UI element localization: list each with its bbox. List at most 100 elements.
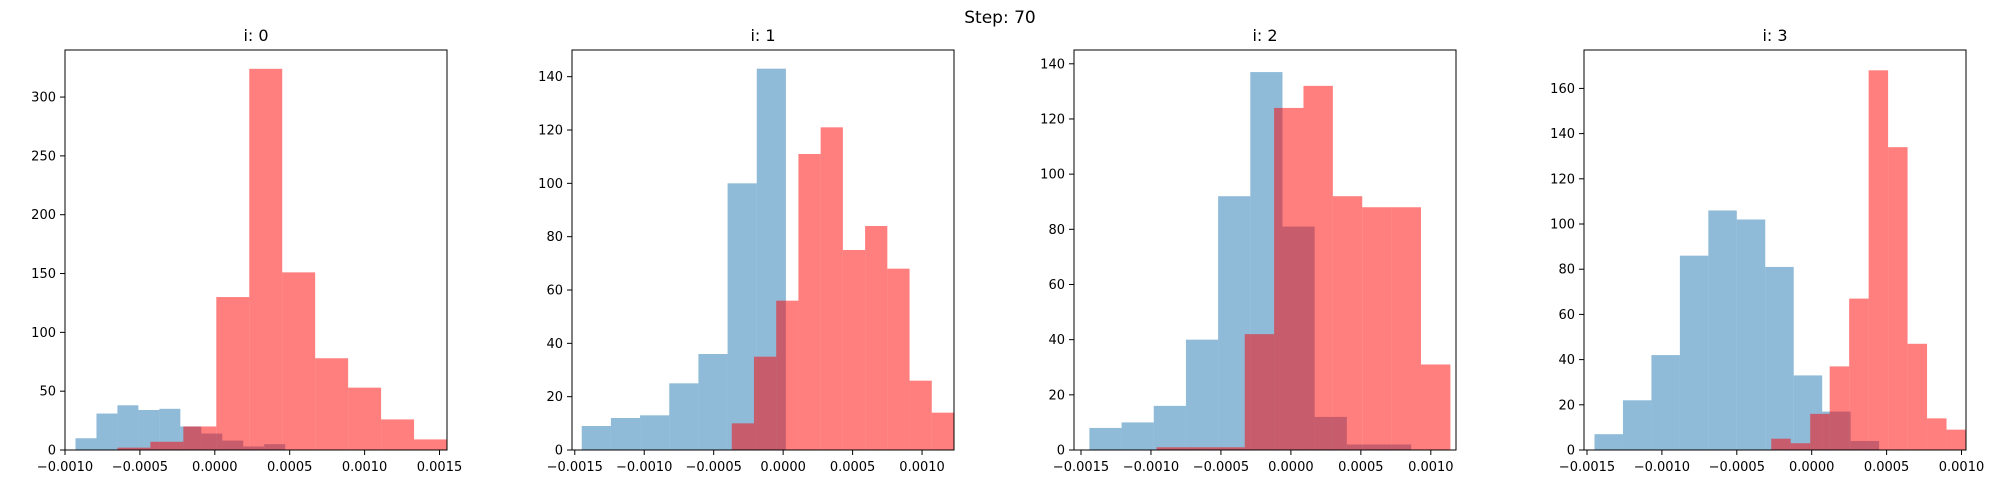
subplot-2: −0.0015 −0.0010 −0.0005 0.0000 0.0005 0.0010 0… bbox=[1040, 26, 1457, 475]
y-tick-label: 20 bbox=[1558, 398, 1575, 413]
hist-bar bbox=[117, 405, 139, 450]
series-1 bbox=[1771, 70, 1966, 450]
subplot-1: −0.0015 −0.0010 −0.0005 0.0000 0.0005 0.0010 0… bbox=[538, 26, 955, 475]
x-tick-label: 0.0010 bbox=[342, 460, 388, 475]
hist-bar bbox=[820, 127, 843, 450]
y-tick-label: 80 bbox=[546, 230, 563, 245]
y-tick-label: 20 bbox=[546, 390, 563, 405]
y-tick-label: 0 bbox=[1567, 444, 1575, 459]
y-tick-label: 140 bbox=[1040, 57, 1065, 72]
x-tick-label: 0.0000 bbox=[1789, 460, 1835, 475]
hist-bar bbox=[753, 356, 777, 450]
y-tick-label: 0 bbox=[555, 444, 563, 459]
y-tick-label: 140 bbox=[538, 70, 563, 85]
x-tick-label: −0.0010 bbox=[1123, 460, 1179, 475]
hist-bar bbox=[887, 268, 910, 450]
hist-bar bbox=[1156, 447, 1186, 450]
y-tick-label: 40 bbox=[1048, 333, 1065, 348]
hist-bar bbox=[1708, 210, 1737, 450]
y-tick-label: 120 bbox=[538, 124, 563, 139]
hist-bar bbox=[1771, 438, 1791, 450]
hist-bar bbox=[381, 419, 415, 450]
y-tick-label: 40 bbox=[1558, 353, 1575, 368]
y-tick-label: 50 bbox=[39, 385, 56, 400]
hist-bar bbox=[1594, 434, 1623, 450]
y-tick-label: 80 bbox=[1048, 223, 1065, 238]
hist-bar bbox=[1121, 422, 1154, 450]
series-1 bbox=[117, 68, 447, 450]
y-tick-label: 0 bbox=[1057, 444, 1065, 459]
hist-bar bbox=[1927, 418, 1947, 450]
y-tick-label: 120 bbox=[1550, 172, 1575, 187]
hist-bar bbox=[1946, 429, 1966, 450]
hist-bar bbox=[1907, 343, 1928, 450]
hist-bar bbox=[1765, 266, 1794, 450]
hist-bar bbox=[1215, 447, 1245, 450]
x-tick-label: 0.0000 bbox=[192, 460, 238, 475]
hist-bar bbox=[698, 354, 728, 450]
y-tick-label: 80 bbox=[1558, 263, 1575, 278]
hist-bar bbox=[315, 358, 349, 450]
y-tick-label: 100 bbox=[1550, 218, 1575, 233]
x-tick-label: −0.0015 bbox=[547, 460, 603, 475]
hist-bar bbox=[1810, 413, 1830, 450]
hist-bar bbox=[1790, 443, 1811, 450]
hist-bar bbox=[1244, 334, 1275, 450]
y-tick-label: 60 bbox=[1558, 308, 1575, 323]
y-tick-label: 60 bbox=[546, 284, 563, 299]
hist-bar bbox=[1679, 255, 1709, 450]
x-tick-label: −0.0010 bbox=[37, 460, 93, 475]
hist-bar bbox=[1362, 207, 1392, 450]
y-tick-label: 120 bbox=[1040, 112, 1065, 127]
hist-bar bbox=[138, 410, 160, 450]
series-1 bbox=[731, 127, 954, 450]
subplot-0: −0.0010 −0.0005 0.0000 0.0005 0.0010 0.0015 0 5… bbox=[31, 26, 462, 475]
x-tick-label: −0.0005 bbox=[1709, 460, 1765, 475]
hist-bar bbox=[669, 383, 699, 450]
hist-bar bbox=[1185, 339, 1219, 450]
hist-bar bbox=[183, 426, 217, 450]
hist-bar bbox=[610, 418, 641, 450]
x-tick-label: 0.0010 bbox=[1939, 460, 1985, 475]
hist-bar bbox=[640, 415, 670, 450]
y-tick-label: 200 bbox=[31, 208, 56, 223]
y-tick-label: 100 bbox=[538, 177, 563, 192]
hist-bar bbox=[1303, 85, 1333, 451]
hist-bar bbox=[150, 441, 184, 450]
hist-bar bbox=[96, 413, 118, 450]
y-tick-label: 250 bbox=[31, 149, 56, 164]
hist-bar bbox=[1888, 147, 1908, 450]
subplot-title: i: 0 bbox=[243, 26, 268, 45]
y-tick-label: 60 bbox=[1048, 278, 1065, 293]
series-0 bbox=[1594, 210, 1880, 450]
x-tick-label: −0.0005 bbox=[685, 460, 741, 475]
axes-frame bbox=[64, 49, 448, 451]
hist-bar bbox=[117, 447, 151, 450]
hist-bar bbox=[249, 68, 283, 450]
hist-bar bbox=[776, 300, 799, 450]
x-tick-label: 0.0000 bbox=[760, 460, 806, 475]
y-tick-label: 150 bbox=[31, 267, 56, 282]
series-1 bbox=[1156, 85, 1451, 451]
y-tick-label: 40 bbox=[546, 337, 563, 352]
x-tick-label: −0.0010 bbox=[1634, 460, 1690, 475]
hist-bar bbox=[75, 438, 97, 450]
hist-bar bbox=[909, 380, 932, 450]
x-tick-label: −0.0005 bbox=[1193, 460, 1249, 475]
hist-bar bbox=[414, 439, 447, 450]
hist-bar bbox=[1332, 196, 1363, 450]
hist-bar bbox=[1736, 219, 1766, 450]
subplot-title: i: 3 bbox=[1762, 26, 1787, 45]
hist-bar bbox=[282, 272, 316, 450]
hist-bar bbox=[1849, 298, 1869, 450]
y-tick-label: 100 bbox=[31, 326, 56, 341]
y-tick-label: 20 bbox=[1048, 388, 1065, 403]
hist-bar bbox=[1651, 355, 1680, 450]
hist-bar bbox=[581, 426, 611, 450]
hist-bar bbox=[727, 183, 757, 450]
x-tick-label: 0.0010 bbox=[1408, 460, 1454, 475]
hist-bar bbox=[1868, 70, 1889, 450]
hist-bar bbox=[348, 387, 382, 450]
hist-bar bbox=[1622, 400, 1652, 450]
